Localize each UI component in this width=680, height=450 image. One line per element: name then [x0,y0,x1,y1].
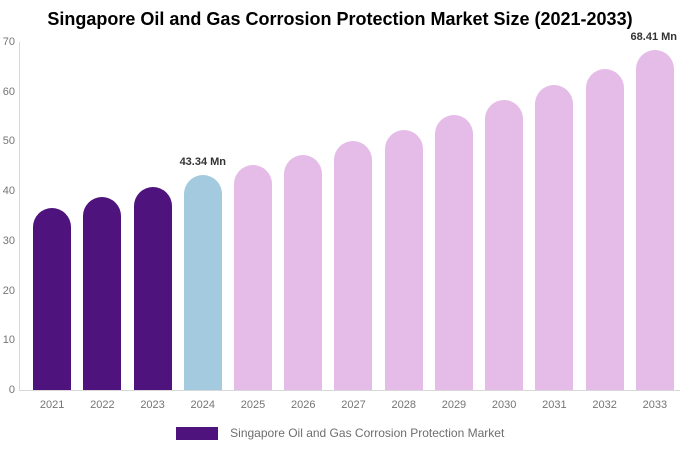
bar-2032[interactable] [585,69,624,390]
legend[interactable]: Singapore Oil and Gas Corrosion Protecti… [0,426,680,440]
x-axis-label-2031: 2031 [542,399,567,411]
x-axis-label-2026: 2026 [291,399,316,411]
x-axis-label-2021: 2021 [39,399,65,411]
bar-2033[interactable] [635,49,674,390]
y-tick-label-20: 20 [2,284,15,297]
chart-title: Singapore Oil and Gas Corrosion Protecti… [47,9,633,29]
x-axis-label-2027: 2027 [341,399,366,411]
x-axis-label-2022: 2022 [90,399,115,411]
bar-2026[interactable] [284,155,323,390]
bar-2022[interactable] [83,196,122,390]
y-tick-label-30: 30 [2,234,15,247]
x-axis-label-2030: 2030 [491,399,517,411]
y-tick-label-70: 70 [2,36,15,48]
x-axis-label-2025: 2025 [240,399,266,411]
bar-2023[interactable] [133,186,172,390]
y-tick-label-0: 0 [8,384,15,396]
x-axis-label-2029: 2029 [441,399,467,411]
y-tick-label-40: 40 [2,185,15,198]
y-tick-label-50: 50 [2,135,15,148]
x-axis-label-2023: 2023 [140,399,165,411]
x-axis-label-2033: 2033 [642,399,668,411]
bar-2021[interactable] [33,207,72,390]
bar-2027[interactable] [334,141,373,390]
bar-2030[interactable] [485,99,524,390]
y-tick-label-60: 60 [2,85,15,98]
bar-2029[interactable] [434,115,473,390]
bar-2025[interactable] [234,165,273,390]
data-label-2024: 43.34 Mn [179,155,227,168]
data-label-2033: 68.41 Mn [630,30,677,43]
x-axis-label-2032: 2032 [592,399,617,411]
legend-swatch [175,426,218,440]
bar-2031[interactable] [535,84,574,390]
x-axis-line [19,390,680,391]
bar-2028[interactable] [384,129,423,390]
y-axis-line [19,42,20,390]
legend-label: Singapore Oil and Gas Corrosion Protecti… [230,426,505,440]
bar-2024[interactable] [183,174,222,390]
x-axis-label-2028: 2028 [391,399,416,411]
y-tick-label-10: 10 [2,334,15,347]
x-axis-label-2024: 2024 [190,399,216,411]
